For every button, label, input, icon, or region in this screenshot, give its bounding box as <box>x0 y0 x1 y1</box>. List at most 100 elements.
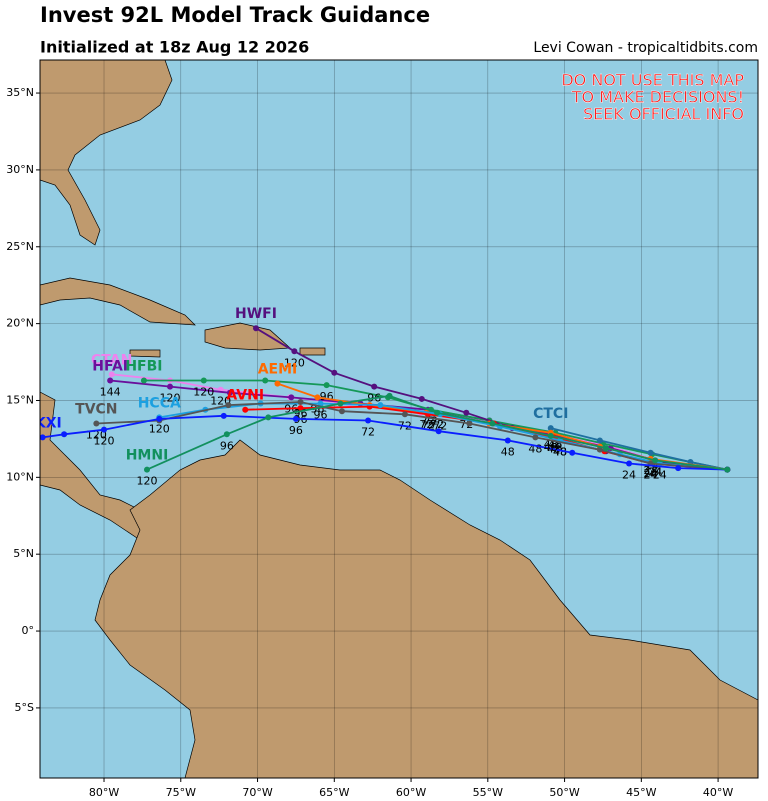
track-point <box>371 383 378 390</box>
track-point <box>463 409 470 416</box>
track-point <box>675 465 682 472</box>
forecast-hour: 96 <box>289 424 303 437</box>
track-point <box>108 371 115 378</box>
track-point <box>596 446 603 453</box>
track-point <box>532 434 539 441</box>
track-point <box>596 437 603 444</box>
track-point <box>323 382 330 389</box>
track-point <box>101 426 108 433</box>
track-point <box>292 415 299 422</box>
track-point <box>434 409 441 416</box>
y-tick-label: 35°N <box>6 86 34 99</box>
model-name: UKXI <box>23 415 61 431</box>
track-point <box>252 325 259 332</box>
model-name: HFBI <box>125 358 162 374</box>
track-point <box>288 394 295 401</box>
track-point <box>418 395 425 402</box>
track-point <box>435 428 442 435</box>
forecast-hour: 24 <box>644 469 658 482</box>
model-name: CTCI <box>533 406 568 422</box>
warning-text: SEEK OFFICIAL INFO <box>583 105 744 124</box>
track-point <box>504 437 511 444</box>
warning-text: DO NOT USE THIS MAP <box>561 71 744 90</box>
track-point <box>365 417 372 424</box>
track-point <box>291 348 298 355</box>
forecast-hour: 24 <box>653 469 667 482</box>
track-point <box>200 377 207 384</box>
forecast-hour: 120 <box>284 356 305 369</box>
track-point <box>386 392 393 399</box>
model-name: AEMI <box>258 362 298 378</box>
track-point <box>466 420 473 427</box>
grid: 80°W 75°W 70°W 65°W 60°W 55°W 50°W 45°W 40°W 5°S 0… <box>6 60 758 799</box>
y-tick-label: 25°N <box>6 240 34 253</box>
model-name: HMNI <box>126 448 169 464</box>
subtitle: Initialized at 18z Aug 12 2026 <box>40 38 309 57</box>
x-tick-label: 70°W <box>242 786 272 799</box>
y-tick-label: 5°N <box>13 547 34 560</box>
forecast-hour: 24 <box>644 467 658 480</box>
model-name: AVNI <box>226 388 264 404</box>
x-tick-label: 75°W <box>166 786 196 799</box>
track-point <box>401 411 408 418</box>
x-tick-label: 65°W <box>319 786 349 799</box>
track-point <box>265 414 272 421</box>
warning-text: TO MAKE DECISIONS! <box>571 88 744 107</box>
track-point <box>226 389 233 396</box>
forecast-hour: 48 <box>553 445 567 458</box>
y-tick-label: 30°N <box>6 163 34 176</box>
y-tick-label: 10°N <box>6 470 34 483</box>
forecast-hour: 96 <box>313 409 327 422</box>
land <box>40 60 758 778</box>
model-name: CTAN <box>91 352 132 368</box>
track-point <box>167 383 174 390</box>
forecast-hour: 72 <box>419 418 433 431</box>
forecast-hour: 24 <box>622 469 636 482</box>
forecast-hour: 120 <box>149 422 170 435</box>
track-point <box>223 431 230 438</box>
track-point <box>489 420 496 427</box>
frame <box>39 59 759 779</box>
model-name: HCCA <box>138 395 181 411</box>
forecast-hour: 48 <box>553 445 567 458</box>
forecast-hour: 24 <box>644 464 658 477</box>
title: Invest 92L Model Track Guidance <box>40 3 430 27</box>
forecast-hour: 24 <box>648 465 662 478</box>
x-tick-label: 80°W <box>89 786 119 799</box>
forecast-hour: 72 <box>430 418 444 431</box>
track-point <box>314 394 321 401</box>
track-point <box>242 406 249 413</box>
track-point <box>647 449 654 456</box>
y-tick-label: 20°N <box>6 317 34 330</box>
track-point <box>626 460 633 467</box>
x-tick-label: 50°W <box>549 786 579 799</box>
forecast-hour: 24 <box>648 465 662 478</box>
y-tick-label: 5°S <box>15 701 34 714</box>
track-point <box>144 466 151 473</box>
forecast-hour: 24 <box>644 469 658 482</box>
track-point <box>156 415 163 422</box>
forecast-hour: 48 <box>544 441 558 454</box>
forecast-hour: 48 <box>501 445 515 458</box>
track-point <box>225 402 232 409</box>
model-name: TVCN <box>75 402 117 418</box>
track-point <box>317 400 324 407</box>
forecast-hour: 120 <box>94 435 115 448</box>
y-tick-label: 15°N <box>6 393 34 406</box>
forecast-hour: 120 <box>160 392 181 405</box>
track-point <box>274 380 281 387</box>
track-point <box>140 377 147 384</box>
forecast-hour: 144 <box>100 385 121 398</box>
credit: Levi Cowan - tropicaltidbits.com <box>533 40 758 56</box>
track-point <box>652 457 659 464</box>
y-tick-label: 0° <box>22 624 35 637</box>
track-point <box>297 399 304 406</box>
forecast-hour: 96 <box>220 439 234 452</box>
forecast-hour: 72 <box>361 425 375 438</box>
track-point <box>331 369 338 376</box>
forecast-hour: 120 <box>193 385 214 398</box>
x-tick-label: 60°W <box>396 786 426 799</box>
tracks: 120 CTAN 144 120 96 72 48 24 HFAI 120 96 72 48 24 HFBI… <box>23 306 731 488</box>
